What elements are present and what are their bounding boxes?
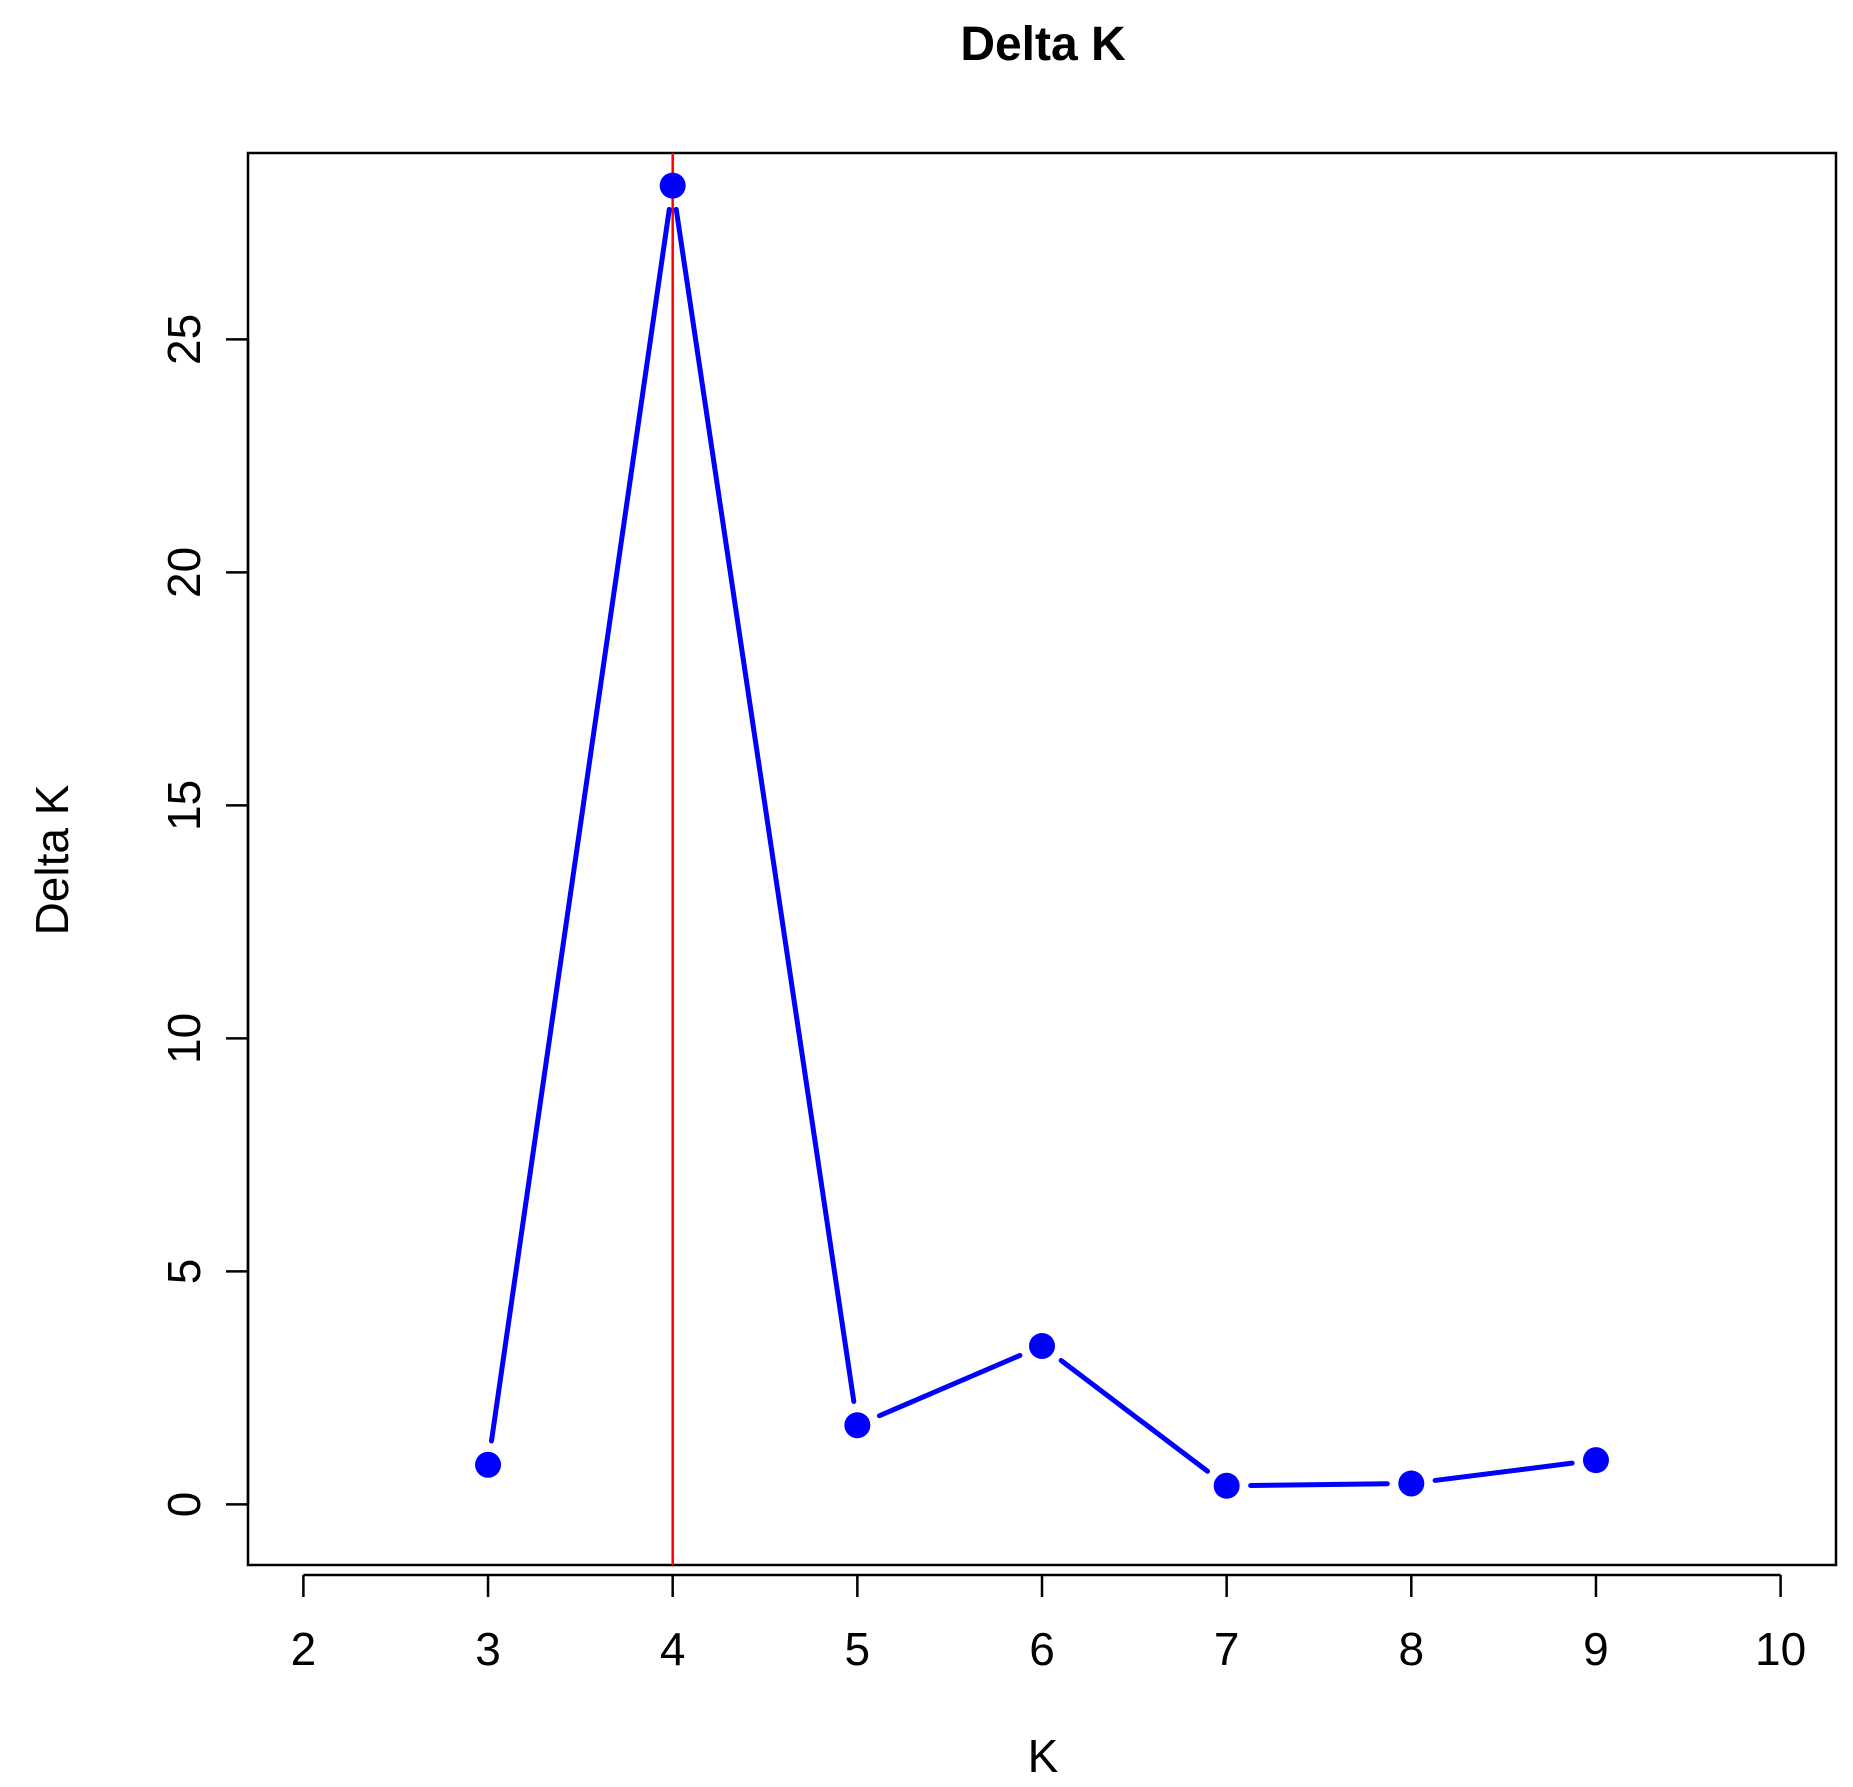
series-segment-2 bbox=[876, 1352, 1023, 1419]
data-point-k7 bbox=[1213, 1472, 1240, 1499]
series-segment-1 bbox=[673, 206, 857, 1404]
y-tick-label-5: 5 bbox=[158, 1259, 210, 1285]
x-tick-label-4: 4 bbox=[660, 1623, 686, 1675]
x-tick-label-3: 3 bbox=[475, 1623, 501, 1675]
y-tick-label-0: 0 bbox=[158, 1492, 210, 1518]
x-tick-label-5: 5 bbox=[845, 1623, 871, 1675]
y-axis-label: Delta K bbox=[26, 784, 78, 935]
chart-title: Delta K bbox=[960, 18, 1126, 71]
y-tick-label-15: 15 bbox=[158, 780, 210, 831]
x-tick-label-2: 2 bbox=[291, 1623, 317, 1675]
data-point-k6 bbox=[1029, 1332, 1055, 1359]
series-segment-3 bbox=[1058, 1357, 1211, 1474]
y-axis: 0 5 10 15 20 25 bbox=[158, 314, 250, 1518]
data-point-k4 bbox=[659, 172, 686, 199]
data-point-k8 bbox=[1398, 1470, 1425, 1497]
series-segment-0 bbox=[488, 206, 672, 1444]
x-tick-label-8: 8 bbox=[1399, 1623, 1425, 1675]
data-point-k3 bbox=[475, 1451, 502, 1478]
series-layer bbox=[475, 172, 1609, 1499]
x-axis: 2 3 4 5 6 7 8 9 10 bbox=[291, 1573, 1806, 1675]
x-tick-label-10: 10 bbox=[1755, 1623, 1806, 1675]
y-tick-label-20: 20 bbox=[158, 547, 210, 598]
series-segment-5 bbox=[1432, 1460, 1575, 1483]
x-tick-label-6: 6 bbox=[1029, 1623, 1055, 1675]
series-segment-4 bbox=[1248, 1481, 1390, 1488]
plot-area bbox=[246, 151, 1838, 1567]
y-tick-label-25: 25 bbox=[158, 314, 210, 365]
x-tick-label-7: 7 bbox=[1214, 1623, 1240, 1675]
x-axis-label: K bbox=[1028, 1730, 1059, 1782]
x-tick-label-9: 9 bbox=[1583, 1623, 1609, 1675]
data-point-k5 bbox=[844, 1412, 871, 1439]
y-tick-label-10: 10 bbox=[158, 1013, 210, 1064]
data-point-k9 bbox=[1582, 1447, 1609, 1474]
